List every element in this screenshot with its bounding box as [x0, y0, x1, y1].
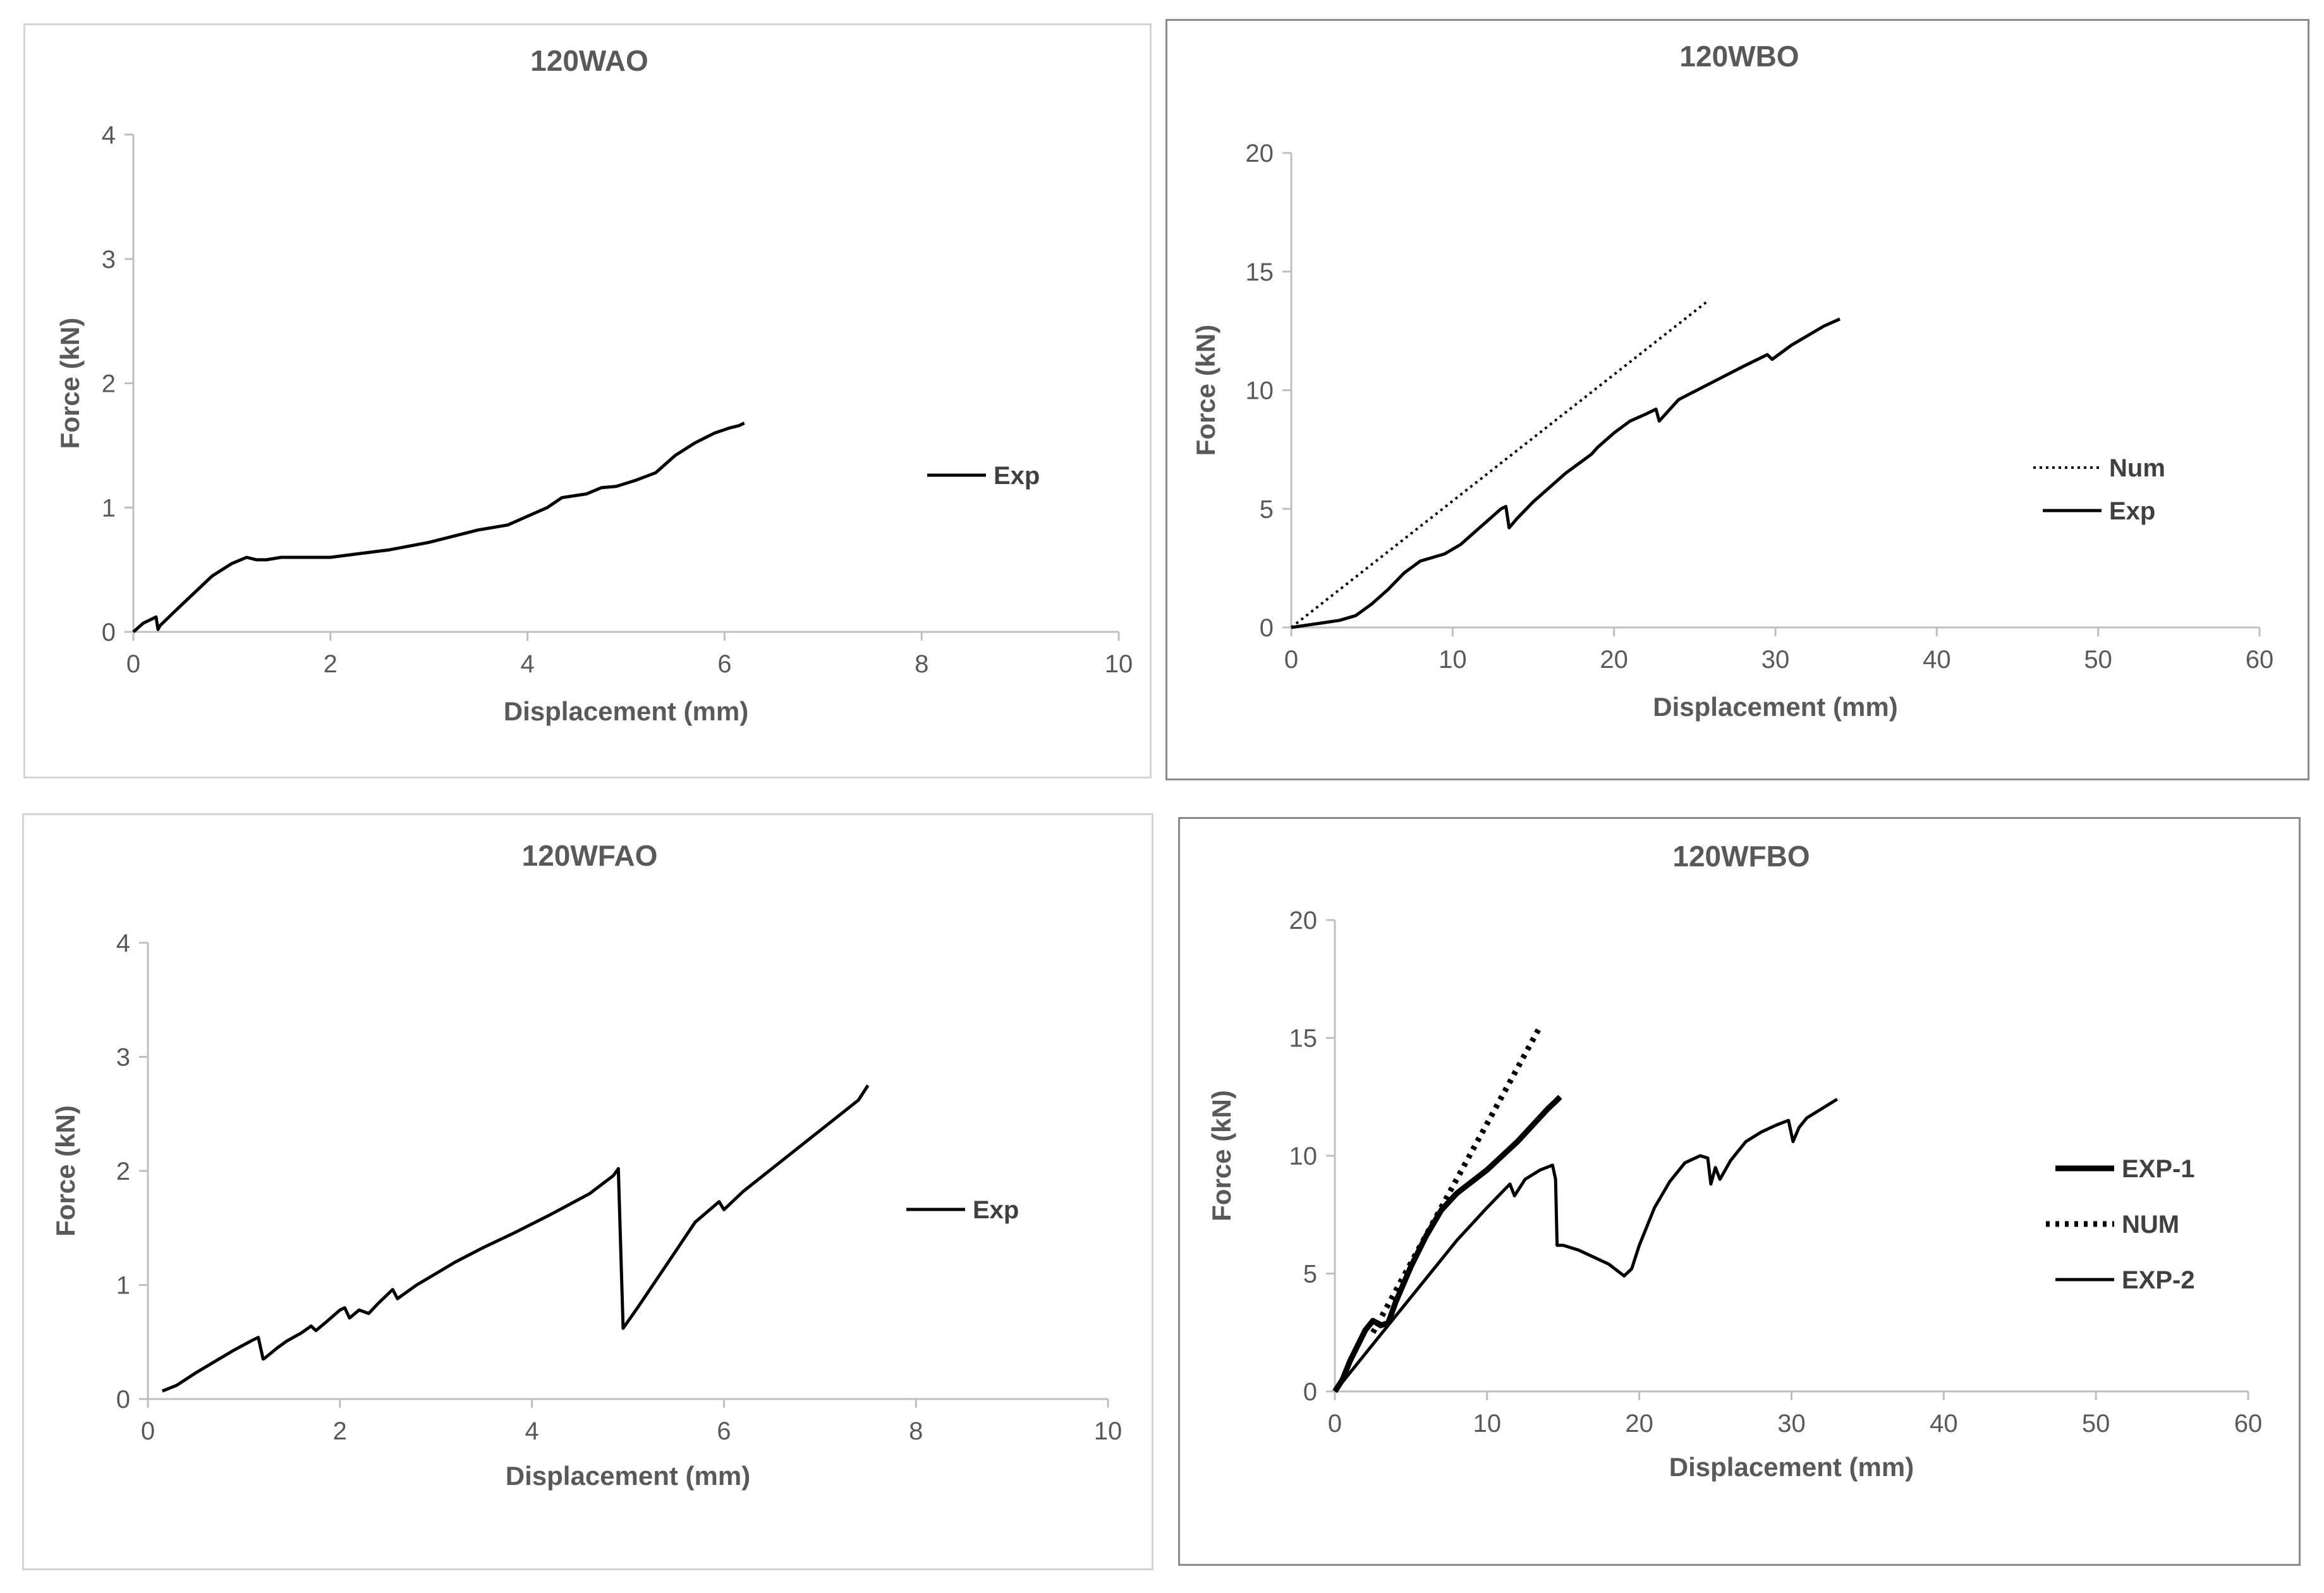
- x-tick-label: 8: [915, 650, 928, 678]
- y-tick-label: 5: [1303, 1261, 1317, 1288]
- x-tick-label: 50: [2084, 646, 2112, 674]
- x-tick-label: 2: [324, 650, 338, 678]
- legend-label-num: Num: [2109, 454, 2165, 482]
- x-tick-label: 30: [1761, 646, 1790, 674]
- y-tick-label: 10: [1289, 1142, 1318, 1170]
- x-tick-label: 2: [333, 1417, 347, 1445]
- x-axis-label: Displacement (mm): [1653, 692, 1897, 722]
- series-line-num: [1370, 1024, 1543, 1334]
- y-axis-label: Force (kN): [1191, 325, 1220, 456]
- y-tick-label: 4: [102, 121, 116, 149]
- legend-label-exp: Exp: [973, 1196, 1019, 1224]
- y-tick-label: 20: [1289, 907, 1318, 935]
- x-axis-label: Displacement (mm): [1669, 1452, 1914, 1482]
- chart-title: 120WFAO: [522, 839, 658, 872]
- x-tick-label: 4: [520, 650, 534, 678]
- y-tick-label: 10: [1246, 377, 1274, 405]
- series-line-exp: [161, 1084, 870, 1393]
- x-tick-label: 40: [1923, 646, 1951, 674]
- chart-title: 120WBO: [1679, 40, 1799, 73]
- x-tick-label: 30: [1777, 1410, 1806, 1438]
- x-tick-label: 0: [1284, 646, 1298, 674]
- y-axis-label: Force (kN): [55, 318, 85, 449]
- x-tick-label: 10: [1105, 650, 1133, 678]
- y-tick-label: 2: [102, 370, 116, 398]
- x-tick-label: 4: [525, 1417, 538, 1445]
- x-tick-label: 50: [2082, 1410, 2110, 1438]
- chart-title: 120WFBO: [1672, 840, 1810, 873]
- chart-panel-120wfbo: 120WFBO 0 5 10 15 20 0 10 20 30 40 50 60 Displacement…: [1178, 817, 2301, 1566]
- series-line-exp: [132, 421, 745, 633]
- y-tick-label: 3: [116, 1044, 130, 1072]
- x-tick-label: 10: [1439, 646, 1467, 674]
- series-line-exp: [1291, 317, 1841, 629]
- x-tick-label: 60: [2246, 646, 2274, 674]
- y-tick-label: 3: [102, 246, 116, 274]
- legend-label-num: NUM: [2122, 1211, 2179, 1239]
- y-tick-label: 4: [116, 930, 130, 957]
- x-tick-label: 40: [1930, 1410, 1958, 1438]
- chart-panel-120wfao: 120WFAO 0 1 2 3 4 0 2 4 6 8 10 Displacement (mm) Forc…: [22, 813, 1153, 1570]
- chart-panel-120wbo: 120WBO 0 5 10 15 20 0 10 20 30 40 50 60 Displacement …: [1165, 19, 2309, 780]
- y-tick-label: 0: [102, 619, 116, 646]
- chart-120wfao: 120WFAO 0 1 2 3 4 0 2 4 6 8 10 Displacement (mm) Forc…: [51, 839, 1122, 1491]
- x-tick-label: 6: [717, 1417, 731, 1445]
- legend-label-exp-1: EXP-1: [2122, 1155, 2195, 1183]
- x-tick-label: 20: [1600, 646, 1628, 674]
- x-tick-label: 0: [141, 1417, 155, 1445]
- x-tick-label: 6: [717, 650, 731, 678]
- y-axis-label: Force (kN): [1207, 1090, 1236, 1221]
- x-tick-label: 0: [126, 650, 140, 678]
- chart-title: 120WAO: [530, 44, 648, 77]
- x-tick-label: 0: [1328, 1410, 1342, 1438]
- series-line-exp-2: [1334, 1098, 1839, 1393]
- x-tick-label: 10: [1094, 1417, 1122, 1445]
- series-line-num: [1290, 301, 1707, 629]
- y-tick-label: 15: [1246, 258, 1274, 286]
- y-tick-label: 1: [102, 494, 116, 522]
- legend-label-exp: Exp: [2109, 497, 2155, 525]
- x-tick-label: 10: [1473, 1410, 1502, 1438]
- x-tick-label: 60: [2234, 1410, 2263, 1438]
- x-tick-label: 8: [909, 1417, 923, 1445]
- chart-120wfbo: 120WFBO 0 5 10 15 20 0 10 20 30 40 50 60 Displacement…: [1207, 840, 2263, 1482]
- y-axis-label: Force (kN): [51, 1105, 80, 1237]
- y-tick-label: 5: [1260, 495, 1274, 523]
- chart-120wbo: 120WBO 0 5 10 15 20 0 10 20 30 40 50 60 Displacement …: [1191, 40, 2274, 722]
- y-tick-label: 15: [1289, 1025, 1318, 1053]
- y-tick-label: 0: [116, 1386, 130, 1414]
- y-tick-label: 1: [116, 1272, 130, 1300]
- y-tick-label: 2: [116, 1158, 130, 1185]
- x-axis-label: Displacement (mm): [506, 1461, 750, 1491]
- legend-label-exp: Exp: [994, 462, 1040, 490]
- y-tick-label: 0: [1260, 614, 1274, 642]
- chart-panel-120wao: 120WAO 0 1 2 3 4 0 2 4 6 8 10 Displacement (mm) Force…: [23, 23, 1152, 778]
- x-tick-label: 20: [1625, 1410, 1653, 1438]
- legend-label-exp-2: EXP-2: [2122, 1266, 2195, 1294]
- y-tick-label: 20: [1246, 140, 1274, 167]
- x-axis-label: Displacement (mm): [504, 696, 748, 726]
- chart-120wao: 120WAO 0 1 2 3 4 0 2 4 6 8 10 Displacement (mm) Force…: [55, 44, 1133, 726]
- y-tick-label: 0: [1303, 1378, 1317, 1406]
